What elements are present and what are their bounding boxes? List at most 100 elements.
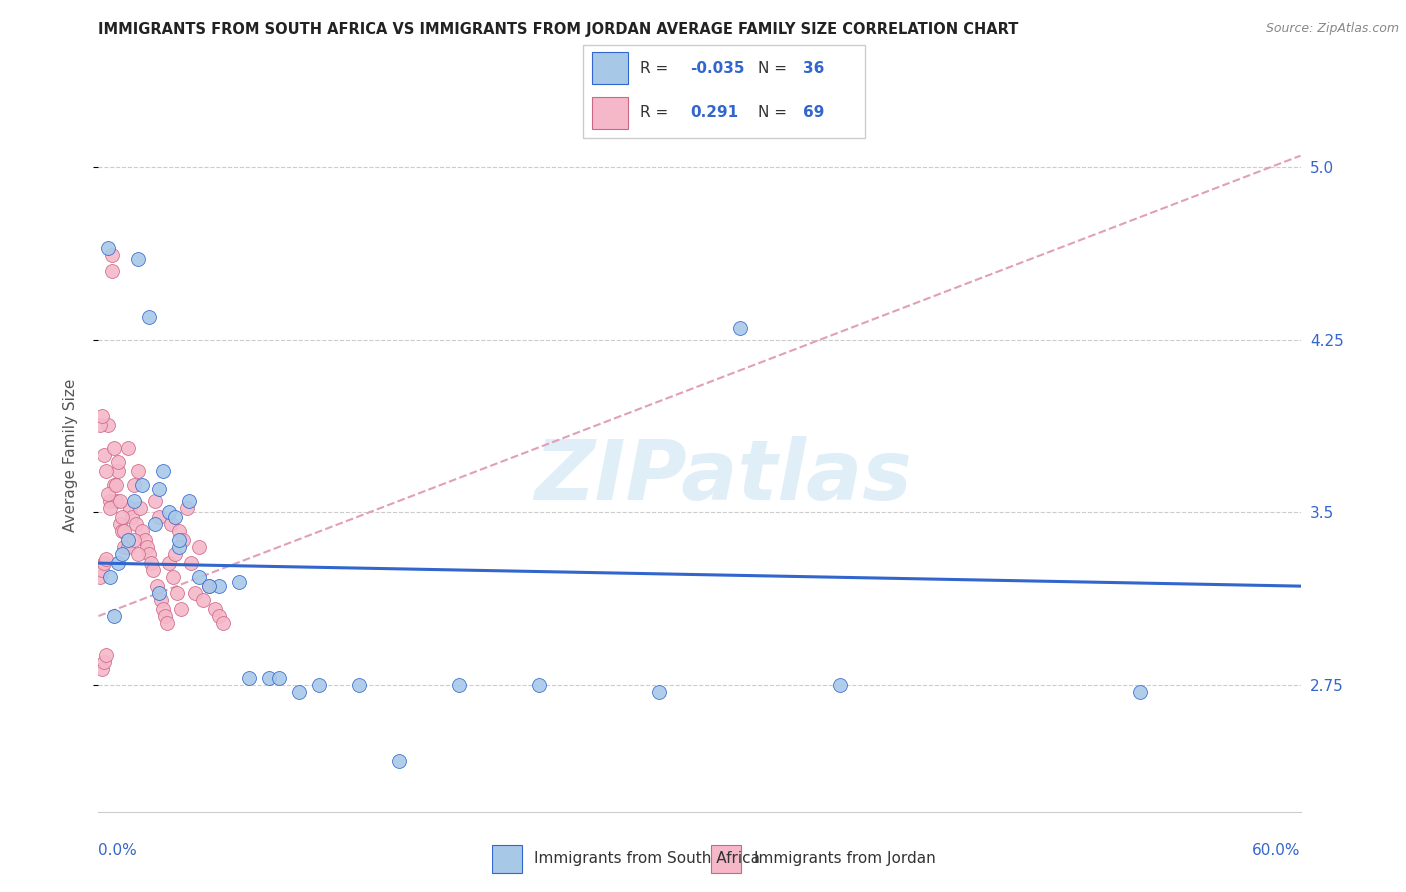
- Point: [159, 516, 181, 531]
- Point: [167, 524, 190, 538]
- Point: [114, 540, 136, 554]
- Point: [139, 556, 162, 570]
- Point: [111, 547, 134, 561]
- Point: [97, 487, 120, 501]
- Point: [124, 494, 146, 508]
- Point: [197, 579, 219, 593]
- Point: [101, 247, 124, 261]
- Bar: [711, 845, 741, 873]
- Point: [208, 579, 231, 593]
- Point: [103, 478, 125, 492]
- Point: [105, 478, 128, 492]
- Point: [131, 478, 153, 492]
- Point: [96, 551, 118, 566]
- Point: [128, 252, 150, 267]
- Point: [529, 678, 551, 692]
- Point: [145, 579, 167, 593]
- Point: [166, 586, 188, 600]
- Point: [238, 671, 260, 685]
- Point: [107, 556, 129, 570]
- Point: [138, 310, 160, 324]
- Point: [110, 516, 132, 531]
- Point: [117, 540, 139, 554]
- Point: [93, 655, 115, 669]
- Point: [148, 586, 170, 600]
- Bar: [592, 52, 628, 84]
- Point: [167, 540, 190, 554]
- Point: [91, 662, 114, 676]
- Text: IMMIGRANTS FROM SOUTH AFRICA VS IMMIGRANTS FROM JORDAN AVERAGE FAMILY SIZE CORRE: IMMIGRANTS FROM SOUTH AFRICA VS IMMIGRAN…: [98, 22, 1019, 37]
- Point: [89, 570, 111, 584]
- Point: [288, 685, 311, 699]
- Point: [128, 547, 150, 561]
- Point: [89, 417, 111, 432]
- Point: [157, 506, 180, 520]
- Point: [120, 500, 142, 515]
- Y-axis label: Average Family Size: Average Family Size: [63, 378, 77, 532]
- Point: [155, 615, 177, 630]
- Point: [105, 494, 128, 508]
- Text: ZIPatlas: ZIPatlas: [534, 436, 912, 516]
- Point: [153, 609, 176, 624]
- Point: [143, 516, 166, 531]
- Point: [91, 409, 114, 423]
- Point: [187, 540, 209, 554]
- Point: [347, 678, 370, 692]
- Text: N =: N =: [758, 61, 787, 76]
- Point: [96, 464, 118, 478]
- Point: [228, 574, 250, 589]
- Point: [728, 321, 751, 335]
- Point: [176, 500, 198, 515]
- Point: [208, 609, 231, 624]
- Text: 0.0%: 0.0%: [98, 843, 138, 858]
- Point: [141, 563, 163, 577]
- Point: [100, 570, 122, 584]
- Text: R =: R =: [640, 104, 668, 120]
- Point: [204, 602, 226, 616]
- Point: [100, 500, 122, 515]
- Text: R =: R =: [640, 61, 668, 76]
- Point: [197, 579, 219, 593]
- Point: [131, 524, 153, 538]
- Point: [135, 540, 157, 554]
- Point: [124, 478, 146, 492]
- Point: [157, 556, 180, 570]
- Point: [124, 533, 146, 547]
- Point: [163, 547, 186, 561]
- Point: [148, 483, 170, 497]
- Point: [177, 494, 200, 508]
- Point: [134, 533, 156, 547]
- Point: [117, 533, 139, 547]
- Point: [828, 678, 851, 692]
- Point: [162, 570, 184, 584]
- Text: -0.035: -0.035: [690, 61, 745, 76]
- Text: Immigrants from South Africa: Immigrants from South Africa: [534, 852, 761, 866]
- Point: [97, 417, 120, 432]
- Text: Source: ZipAtlas.com: Source: ZipAtlas.com: [1265, 22, 1399, 36]
- Point: [125, 516, 148, 531]
- Point: [172, 533, 194, 547]
- Point: [180, 556, 202, 570]
- Point: [103, 609, 125, 624]
- Point: [152, 602, 174, 616]
- Point: [163, 510, 186, 524]
- Point: [93, 556, 115, 570]
- Point: [107, 464, 129, 478]
- Point: [138, 547, 160, 561]
- Point: [169, 602, 191, 616]
- Point: [187, 570, 209, 584]
- Point: [107, 455, 129, 469]
- Point: [111, 510, 134, 524]
- Text: N =: N =: [758, 104, 787, 120]
- Point: [447, 678, 470, 692]
- Point: [110, 494, 132, 508]
- Point: [111, 524, 134, 538]
- Point: [96, 648, 118, 663]
- Point: [191, 593, 214, 607]
- Point: [128, 464, 150, 478]
- Point: [114, 524, 136, 538]
- Point: [1129, 685, 1152, 699]
- Point: [121, 510, 143, 524]
- Text: 60.0%: 60.0%: [1253, 843, 1301, 858]
- Bar: [492, 845, 522, 873]
